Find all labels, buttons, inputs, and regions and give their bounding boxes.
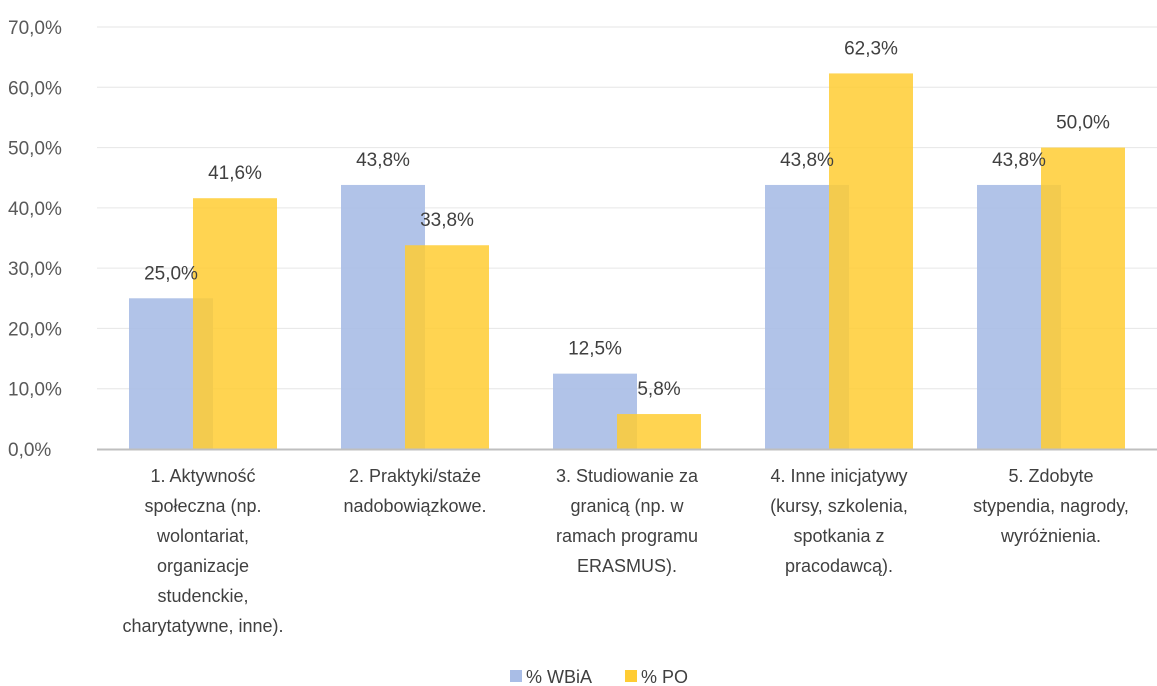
category-label: 1. Aktywność społeczna (np. wolontariat, or…: [122, 466, 283, 636]
category-label: 2. Praktyki/staże nadobowiązkowe.: [343, 466, 486, 516]
y-tick-label: 10,0%: [8, 380, 62, 401]
y-axis-tick-labels: 0,0% 10,0% 20,0% 30,0% 40,0% 50,0% 60,0% 70,0%: [8, 18, 62, 461]
legend-label-po: % PO: [641, 667, 688, 686]
data-label: 43,8%: [356, 150, 410, 171]
data-label: 25,0%: [144, 263, 198, 284]
y-tick-label: 70,0%: [8, 18, 62, 39]
y-tick-label: 50,0%: [8, 139, 62, 160]
legend: % WBiA % PO: [510, 667, 688, 686]
bar-po: [405, 245, 489, 449]
data-label: 43,8%: [992, 150, 1046, 171]
bar-po: [829, 73, 913, 450]
bar-po: [193, 198, 277, 449]
data-label: 50,0%: [1056, 113, 1110, 134]
legend-swatch-po: [625, 670, 637, 682]
y-tick-label: 30,0%: [8, 259, 62, 280]
data-label: 33,8%: [420, 210, 474, 231]
data-label: 41,6%: [208, 163, 262, 184]
y-tick-label: 0,0%: [8, 440, 51, 461]
data-label: 5,8%: [637, 379, 680, 400]
legend-label-wbia: % WBiA: [526, 667, 592, 686]
data-label: 62,3%: [844, 38, 898, 59]
data-label: 12,5%: [568, 339, 622, 360]
category-label: 3. Studiowanie za granicą (np. w ramach pr…: [556, 466, 699, 576]
category-label: 4. Inne inicjatywy (kursy, szkolenia, spot…: [770, 466, 908, 576]
data-labels: 25,0% 41,6% 43,8% 33,8% 12,5% 5,8% 43,8% 62,3% 4…: [144, 38, 1110, 400]
y-tick-label: 20,0%: [8, 319, 62, 340]
y-tick-label: 40,0%: [8, 199, 62, 220]
data-label: 43,8%: [780, 150, 834, 171]
y-tick-label: 60,0%: [8, 78, 62, 99]
bars: [129, 73, 1125, 450]
bar-po: [1041, 147, 1125, 450]
legend-swatch-wbia: [510, 670, 522, 682]
category-label: 5. Zdobyte stypendia, nagrody, wyróżnienia…: [973, 466, 1129, 546]
bar-po: [617, 414, 701, 449]
category-labels: 1. Aktywność społeczna (np. wolontariat, or…: [122, 466, 1128, 636]
